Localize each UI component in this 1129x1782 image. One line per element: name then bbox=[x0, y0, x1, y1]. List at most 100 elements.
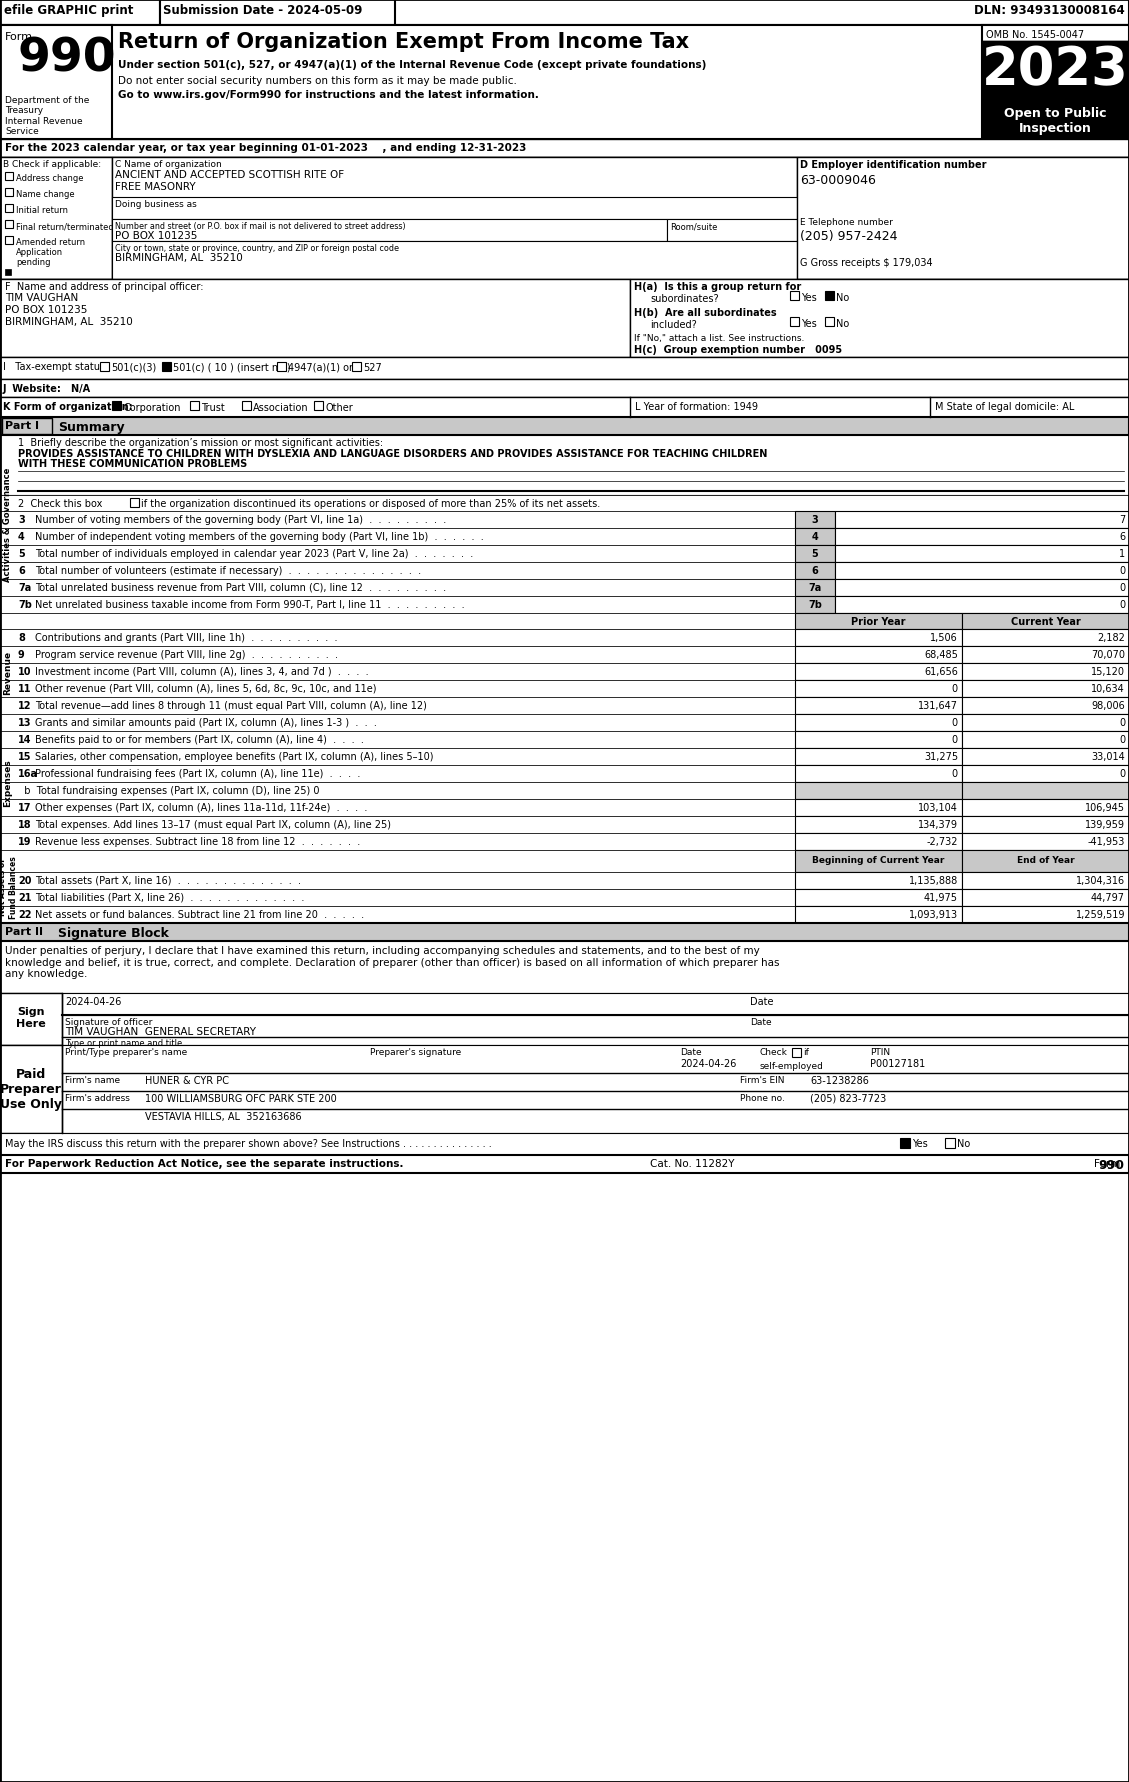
Text: 990: 990 bbox=[1099, 1158, 1124, 1171]
Text: G Gross receipts $ 179,034: G Gross receipts $ 179,034 bbox=[800, 258, 933, 267]
Text: 22: 22 bbox=[18, 909, 32, 920]
Text: End of Year: End of Year bbox=[1017, 855, 1075, 864]
Text: PTIN: PTIN bbox=[870, 1048, 890, 1057]
Bar bbox=[0, 358, 1129, 380]
Text: 1,135,888: 1,135,888 bbox=[909, 875, 959, 886]
Text: 6: 6 bbox=[812, 565, 819, 576]
Bar bbox=[795, 907, 962, 923]
Bar bbox=[962, 800, 1129, 816]
Bar bbox=[0, 0, 1129, 27]
Bar bbox=[5, 173, 14, 182]
Text: 134,379: 134,379 bbox=[918, 820, 959, 830]
Text: Part II: Part II bbox=[5, 927, 43, 937]
Text: 63-0009046: 63-0009046 bbox=[800, 175, 876, 187]
Text: self-employed: self-employed bbox=[760, 1062, 824, 1071]
Text: Yes: Yes bbox=[800, 319, 816, 330]
Text: 10,634: 10,634 bbox=[1092, 684, 1124, 693]
Text: 11: 11 bbox=[18, 684, 32, 693]
Text: Date: Date bbox=[750, 996, 773, 1007]
Text: TIM VAUGHAN  GENERAL SECRETARY: TIM VAUGHAN GENERAL SECRETARY bbox=[65, 1026, 256, 1037]
Bar bbox=[0, 629, 1129, 647]
Text: 0: 0 bbox=[1119, 583, 1124, 593]
Text: Open to Public
Inspection: Open to Public Inspection bbox=[1005, 107, 1106, 135]
Bar bbox=[962, 850, 1129, 873]
Text: Date: Date bbox=[680, 1048, 701, 1057]
Text: Under penalties of perjury, I declare that I have examined this return, includin: Under penalties of perjury, I declare th… bbox=[5, 946, 779, 978]
Bar bbox=[5, 205, 14, 212]
Text: P00127181: P00127181 bbox=[870, 1059, 926, 1069]
Text: 1,093,913: 1,093,913 bbox=[909, 909, 959, 920]
Bar bbox=[0, 816, 1129, 834]
Bar bbox=[242, 401, 251, 412]
Bar bbox=[0, 834, 1129, 850]
Text: H(a)  Is this a group return for: H(a) Is this a group return for bbox=[634, 282, 802, 292]
Bar bbox=[793, 1048, 800, 1057]
Text: Revenue: Revenue bbox=[3, 650, 12, 695]
Bar bbox=[962, 834, 1129, 850]
Bar bbox=[795, 563, 835, 579]
Text: Net Assets or
Fund Balances: Net Assets or Fund Balances bbox=[0, 855, 18, 918]
Text: Phone no.: Phone no. bbox=[739, 1094, 785, 1103]
Bar bbox=[790, 292, 799, 301]
Text: 63-1238286: 63-1238286 bbox=[809, 1075, 869, 1085]
Bar bbox=[795, 715, 962, 732]
Bar bbox=[0, 907, 1129, 923]
Bar bbox=[795, 579, 835, 597]
Bar bbox=[5, 221, 14, 228]
Text: Professional fundraising fees (Part IX, column (A), line 11e)  .  .  .  .: Professional fundraising fees (Part IX, … bbox=[35, 768, 360, 779]
Text: Form: Form bbox=[1094, 1158, 1124, 1169]
Text: 20: 20 bbox=[18, 875, 32, 886]
Bar bbox=[982, 27, 1129, 141]
Text: 4: 4 bbox=[18, 531, 25, 542]
Bar bbox=[112, 401, 121, 412]
Text: 1,506: 1,506 bbox=[930, 633, 959, 643]
Text: 10: 10 bbox=[18, 666, 32, 677]
Bar bbox=[795, 873, 962, 889]
Text: 0: 0 bbox=[1119, 734, 1124, 745]
Text: 7b: 7b bbox=[18, 601, 32, 609]
Text: Submission Date - 2024-05-09: Submission Date - 2024-05-09 bbox=[163, 4, 362, 18]
Bar bbox=[962, 663, 1129, 681]
Bar bbox=[795, 800, 962, 816]
Bar bbox=[0, 1155, 1129, 1173]
Text: 68,485: 68,485 bbox=[925, 650, 959, 659]
Bar bbox=[795, 511, 835, 529]
Bar bbox=[835, 563, 1129, 579]
Text: Activities & Governance: Activities & Governance bbox=[3, 467, 12, 583]
Text: 9: 9 bbox=[18, 650, 25, 659]
Bar bbox=[835, 511, 1129, 529]
Bar bbox=[0, 545, 1129, 563]
Bar bbox=[0, 766, 1129, 782]
Bar bbox=[0, 159, 112, 280]
Text: 527: 527 bbox=[364, 364, 382, 372]
Text: 12: 12 bbox=[18, 700, 32, 711]
Text: Beginning of Current Year: Beginning of Current Year bbox=[812, 855, 945, 864]
Text: Yes: Yes bbox=[800, 292, 816, 303]
Text: BIRMINGHAM, AL  35210: BIRMINGHAM, AL 35210 bbox=[5, 317, 133, 326]
Bar bbox=[0, 941, 1129, 993]
Text: B Check if applicable:: B Check if applicable: bbox=[3, 160, 102, 169]
Text: WITH THESE COMMUNICATION PROBLEMS: WITH THESE COMMUNICATION PROBLEMS bbox=[18, 458, 247, 469]
Bar bbox=[630, 280, 1129, 358]
Text: pending: pending bbox=[16, 258, 51, 267]
Bar bbox=[0, 850, 1129, 873]
Text: 19: 19 bbox=[18, 836, 32, 846]
Bar bbox=[962, 766, 1129, 782]
Text: Form: Form bbox=[5, 32, 33, 43]
Text: 2024-04-26: 2024-04-26 bbox=[680, 1059, 736, 1069]
Bar bbox=[795, 529, 835, 545]
Text: H(b)  Are all subordinates: H(b) Are all subordinates bbox=[634, 308, 777, 317]
Bar bbox=[962, 697, 1129, 715]
Bar bbox=[795, 613, 962, 629]
Bar bbox=[190, 401, 199, 412]
Text: Revenue less expenses. Subtract line 18 from line 12  .  .  .  .  .  .  .: Revenue less expenses. Subtract line 18 … bbox=[35, 836, 360, 846]
Text: 4947(a)(1) or: 4947(a)(1) or bbox=[288, 364, 353, 372]
Text: TIM VAUGHAN: TIM VAUGHAN bbox=[5, 292, 78, 303]
Text: 18: 18 bbox=[18, 820, 32, 830]
Bar bbox=[795, 834, 962, 850]
Text: Sign
Here: Sign Here bbox=[16, 1007, 46, 1028]
Bar bbox=[100, 364, 110, 372]
Text: Firm's name: Firm's name bbox=[65, 1075, 120, 1085]
Bar bbox=[0, 873, 1129, 889]
Text: M State of legal domicile: AL: M State of legal domicile: AL bbox=[935, 401, 1075, 412]
